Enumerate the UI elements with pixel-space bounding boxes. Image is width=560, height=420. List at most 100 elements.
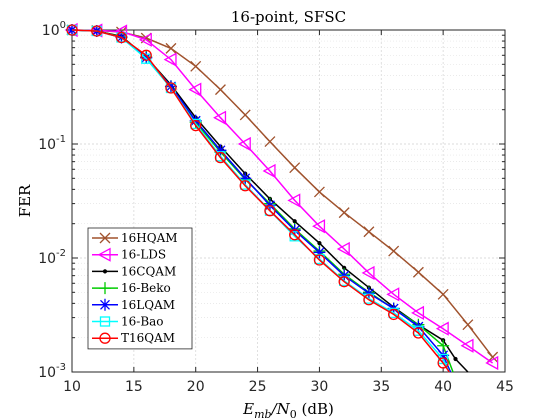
legend-label: T16QAM: [121, 331, 175, 345]
series-16HQAM: [66, 24, 499, 363]
data-point-T16QAM: [115, 31, 128, 44]
data-point-16-LDS: [361, 265, 375, 281]
legend-marker: [97, 247, 111, 262]
x-tick-label: 20: [187, 379, 205, 395]
data-point-16HQAM: [363, 226, 375, 238]
data-point-16LQAM: [338, 269, 351, 282]
legend-label: 16-LDS: [121, 248, 166, 262]
data-point-16HQAM: [437, 288, 449, 300]
data-point-16-LDS: [411, 305, 425, 320]
legend-item-16HQAM: 16HQAM: [92, 231, 178, 245]
data-point-16LQAM: [214, 144, 227, 157]
x-label-tail: (dB): [297, 400, 334, 418]
data-point-16-LDS: [435, 321, 449, 336]
series-line-T16QAM: [71, 29, 450, 373]
x-tick-label: 40: [434, 379, 452, 395]
data-point-16LQAM: [313, 246, 326, 259]
series-T16QAM: [66, 24, 450, 373]
data-point-16CQAM: [453, 356, 458, 362]
plot-area-frame: [71, 29, 506, 373]
data-point-16LQAM: [239, 172, 252, 185]
data-point-16-LDS: [485, 355, 499, 371]
data-point-16-LDS: [237, 136, 251, 152]
data-point-T16QAM: [437, 357, 449, 369]
legend-item-16LQAM: 16LQAM: [92, 298, 175, 312]
legend-marker: [99, 282, 111, 295]
data-point-16-LDS: [386, 287, 400, 302]
data-point-16CQAM: [292, 219, 297, 224]
legend-item-16CQAM: 16CQAM: [92, 264, 176, 278]
data-point-16HQAM: [412, 266, 424, 278]
data-point-16-LDS: [188, 82, 202, 97]
x-tick-label: 30: [311, 379, 329, 395]
series-group: [64, 22, 499, 373]
data-point-T16QAM: [363, 294, 375, 306]
legend-marker: [99, 232, 111, 244]
data-point-16-LDS: [312, 219, 326, 234]
data-point-16HQAM: [338, 207, 350, 219]
data-point-T16QAM: [140, 49, 152, 61]
data-point-T16QAM: [412, 327, 425, 339]
legend-label: 16-Beko: [121, 281, 171, 295]
legend-label: 16-Bao: [121, 315, 164, 329]
x-tick-label: 45: [496, 379, 514, 395]
data-point-T16QAM: [289, 229, 301, 241]
data-point-16HQAM: [214, 84, 226, 96]
data-point-16LQAM: [362, 287, 375, 300]
data-point-16-LDS: [262, 163, 276, 179]
data-point-T16QAM: [190, 119, 202, 132]
data-point-16HQAM: [289, 162, 301, 174]
data-point-16HQAM: [264, 136, 276, 148]
y-tick-label: 10-3: [38, 362, 66, 381]
data-point-16CQAM: [317, 241, 322, 246]
y-tick-label: 10-1: [38, 134, 66, 153]
x-label-mid: /N: [270, 400, 291, 418]
legend: 16HQAM 16-LDS 16CQAM 16-Beko 16LQAM 16-Bao T16…: [87, 227, 193, 350]
data-point-16HQAM: [313, 186, 325, 198]
data-point-16HQAM: [462, 319, 474, 331]
data-point-16-LDS: [460, 338, 474, 353]
x-tick-label: 25: [249, 379, 267, 395]
legend-marker: [99, 298, 111, 311]
data-point-T16QAM: [388, 308, 400, 321]
data-point-T16QAM: [239, 180, 251, 192]
x-tick-label: 15: [125, 379, 143, 395]
legend-label: 16HQAM: [121, 231, 178, 245]
legend-item-16-Bao: 16-Bao: [92, 315, 164, 329]
x-label-main: E: [242, 400, 254, 418]
legend-marker: [99, 332, 111, 344]
data-point-T16QAM: [338, 276, 350, 288]
data-point-16-LDS: [287, 193, 301, 208]
legend-label: 16LQAM: [121, 298, 175, 312]
x-axis-label: Emb/N0 (dB): [242, 400, 334, 420]
data-point-16-LDS: [138, 32, 152, 47]
data-point-16HQAM: [388, 245, 400, 257]
x-label-sub1: mb: [254, 408, 271, 420]
x-tick-label: 10: [63, 379, 81, 395]
data-point-16LQAM: [437, 349, 450, 362]
legend-label: 16CQAM: [121, 264, 176, 278]
legend-item-16-Beko: 16-Beko: [92, 281, 171, 295]
y-axis-label: FER: [16, 184, 34, 217]
chart-title: 16-point, SFSC: [231, 8, 346, 26]
data-point-T16QAM: [264, 205, 276, 217]
legend-marker: [99, 316, 111, 327]
y-tick-label: 10-2: [38, 248, 66, 267]
x-label-sub2: 0: [290, 408, 297, 420]
data-point-T16QAM: [165, 82, 177, 94]
data-point-T16QAM: [214, 151, 227, 164]
data-point-16HQAM: [165, 42, 177, 54]
legend-marker: [102, 269, 108, 274]
data-point-16HQAM: [190, 60, 202, 72]
data-point-T16QAM: [91, 25, 103, 37]
data-point-T16QAM: [66, 24, 78, 36]
data-point-16-LDS: [163, 52, 177, 67]
data-point-16-LDS: [213, 110, 227, 125]
legend-item-T16QAM: T16QAM: [92, 331, 175, 345]
y-tick-label: 100: [42, 20, 66, 39]
data-point-16LQAM: [164, 80, 177, 93]
data-point-T16QAM: [313, 254, 326, 266]
x-tick-label: 35: [372, 379, 390, 395]
